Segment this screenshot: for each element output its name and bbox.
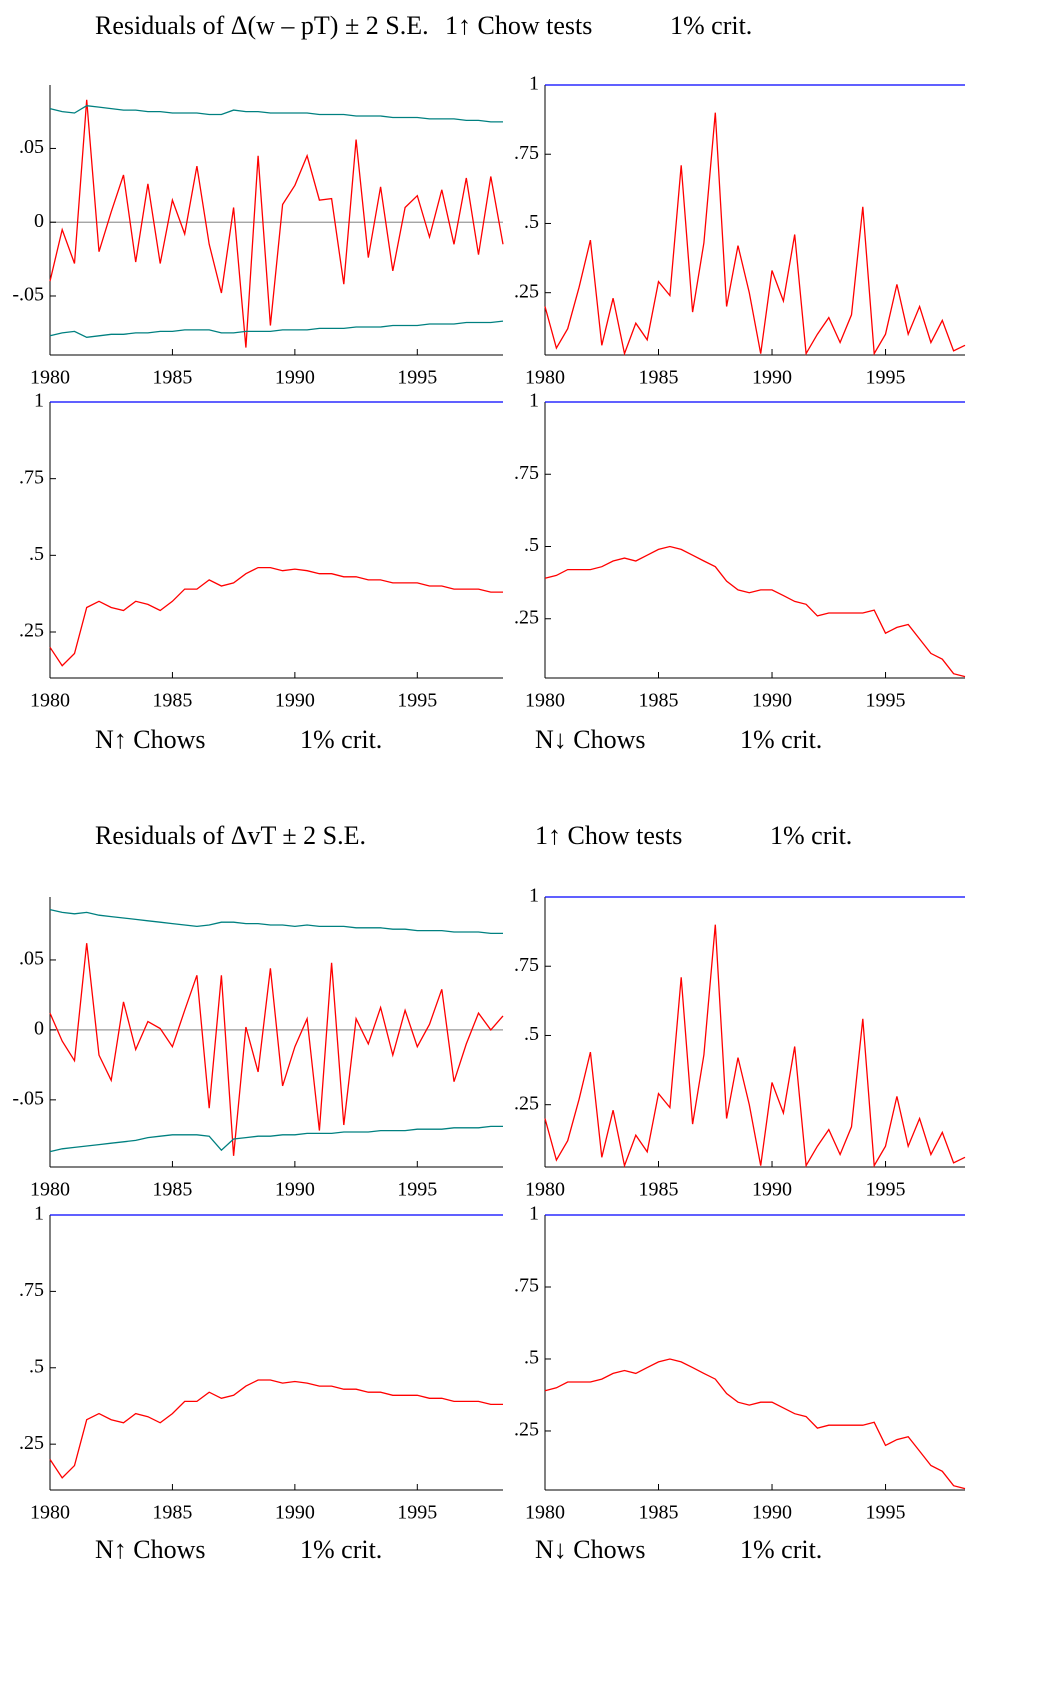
y-tick-label: .5 <box>29 543 44 565</box>
x-tick-label: 1990 <box>752 1179 792 1201</box>
x-tick-label: 1995 <box>866 690 906 712</box>
y-tick-label: 1 <box>34 1203 44 1225</box>
y-tick-label: 1 <box>529 885 539 907</box>
legend-label: 1↑ Chow tests <box>445 11 592 40</box>
x-tick-label: 1980 <box>525 367 565 389</box>
x-tick-label: 1995 <box>397 1502 437 1524</box>
y-tick-label: .5 <box>524 1023 539 1045</box>
legend-label: N↑ Chows <box>95 725 206 754</box>
legend-label: 1% crit. <box>300 1535 382 1564</box>
series-line <box>49 566 503 667</box>
x-tick-label: 1980 <box>30 1179 70 1201</box>
panel-title: Residuals of Δ(w – pT) ± 2 S.E. <box>95 11 429 40</box>
series-line <box>49 1125 503 1153</box>
y-tick-label: .25 <box>19 620 44 642</box>
x-tick-label: 1985 <box>152 690 192 712</box>
y-tick-label: .75 <box>514 142 539 164</box>
y-tick-label: .75 <box>514 954 539 976</box>
legend-label: 1↑ Chow tests <box>535 821 682 850</box>
legend-label: 1% crit. <box>740 725 822 754</box>
y-tick-label: 1 <box>529 73 539 95</box>
legend-label: 1% crit. <box>670 11 752 40</box>
y-tick-label: .75 <box>514 462 539 484</box>
legend-label: 1% crit. <box>740 1535 822 1564</box>
series-line <box>544 112 966 356</box>
legend-label: 1% crit. <box>300 725 382 754</box>
y-tick-label: .25 <box>514 280 539 302</box>
x-tick-label: 1980 <box>525 690 565 712</box>
series-line <box>49 1379 503 1479</box>
x-tick-label: 1995 <box>866 1179 906 1201</box>
y-tick-label: -.05 <box>12 1087 44 1109</box>
x-tick-label: 1985 <box>639 1179 679 1201</box>
y-tick-label: 1 <box>529 390 539 412</box>
y-tick-label: .25 <box>514 1092 539 1114</box>
x-tick-label: 1990 <box>275 690 315 712</box>
x-tick-label: 1985 <box>639 367 679 389</box>
y-tick-label: .5 <box>29 1355 44 1377</box>
x-tick-label: 1980 <box>30 367 70 389</box>
legend-label: N↑ Chows <box>95 1535 206 1564</box>
x-tick-label: 1995 <box>866 367 906 389</box>
y-tick-label: 0 <box>34 1017 44 1039</box>
x-tick-label: 1995 <box>866 1502 906 1524</box>
x-tick-label: 1985 <box>152 1179 192 1201</box>
x-tick-label: 1990 <box>752 367 792 389</box>
x-tick-label: 1980 <box>30 690 70 712</box>
y-tick-label: .5 <box>524 1347 539 1369</box>
x-tick-label: 1995 <box>397 1179 437 1201</box>
x-tick-label: 1980 <box>525 1179 565 1201</box>
x-tick-label: 1990 <box>275 1502 315 1524</box>
x-tick-label: 1980 <box>525 1502 565 1524</box>
series-line <box>49 105 503 123</box>
legend-label: N↓ Chows <box>535 1535 646 1564</box>
series-line <box>544 1358 966 1490</box>
y-tick-label: .75 <box>19 466 44 488</box>
x-tick-label: 1990 <box>752 690 792 712</box>
x-tick-label: 1985 <box>152 1502 192 1524</box>
y-tick-label: .25 <box>514 606 539 628</box>
series-line <box>49 943 504 1156</box>
x-tick-label: 1990 <box>275 367 315 389</box>
legend-label: 1% crit. <box>770 821 852 850</box>
series-line <box>544 545 966 678</box>
y-tick-label: .5 <box>524 534 539 556</box>
y-tick-label: .25 <box>19 1432 44 1454</box>
x-tick-label: 1995 <box>397 690 437 712</box>
y-tick-label: 1 <box>529 1203 539 1225</box>
x-tick-label: 1985 <box>152 367 192 389</box>
y-tick-label: .05 <box>19 948 44 970</box>
panel-title: Residuals of ΔvT ± 2 S.E. <box>95 821 366 850</box>
y-tick-label: .5 <box>524 211 539 233</box>
series-line <box>49 99 504 348</box>
x-tick-label: 1985 <box>639 1502 679 1524</box>
y-tick-label: .05 <box>19 136 44 158</box>
series-line <box>49 908 503 935</box>
legend-label: N↓ Chows <box>535 725 646 754</box>
series-line <box>544 924 966 1168</box>
x-tick-label: 1985 <box>639 690 679 712</box>
x-tick-label: 1990 <box>752 1502 792 1524</box>
y-tick-label: 0 <box>34 210 44 232</box>
x-tick-label: 1990 <box>275 1179 315 1201</box>
y-tick-label: .25 <box>514 1419 539 1441</box>
y-tick-label: 1 <box>34 390 44 412</box>
x-tick-label: 1995 <box>397 367 437 389</box>
y-tick-label: .75 <box>19 1279 44 1301</box>
y-tick-label: .75 <box>514 1275 539 1297</box>
y-tick-label: -.05 <box>12 284 44 306</box>
x-tick-label: 1980 <box>30 1502 70 1524</box>
series-line <box>49 320 504 338</box>
